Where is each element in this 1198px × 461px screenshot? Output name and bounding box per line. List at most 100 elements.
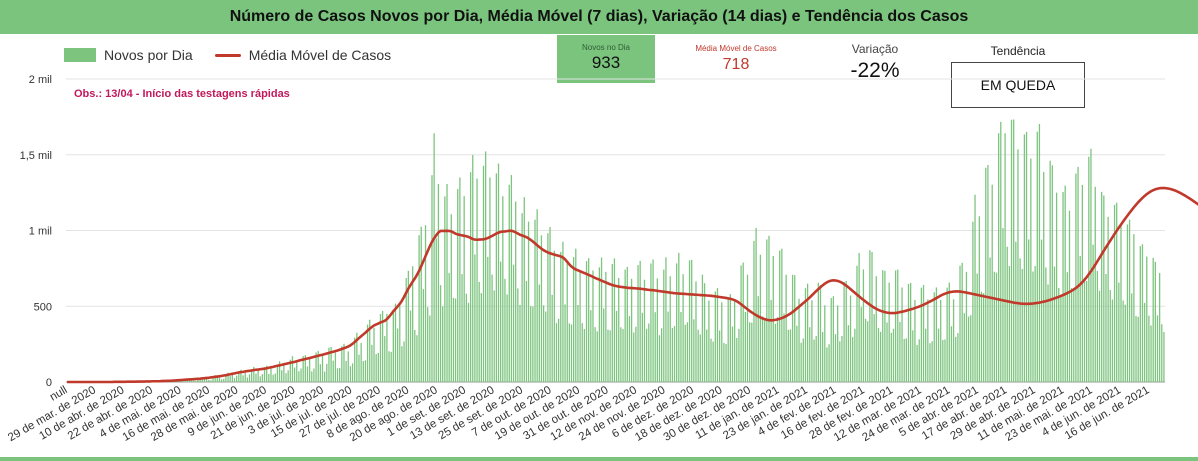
bar <box>289 359 291 382</box>
bar <box>465 293 467 382</box>
bar <box>525 280 528 382</box>
bar <box>274 373 276 382</box>
bar <box>1126 224 1129 382</box>
bar <box>261 374 264 382</box>
bar <box>1049 160 1051 382</box>
bar <box>1109 290 1111 382</box>
bar <box>469 172 472 382</box>
bar <box>869 250 871 382</box>
bar <box>946 287 948 382</box>
bar <box>733 299 736 382</box>
bar <box>369 319 371 382</box>
bar <box>457 188 459 382</box>
bar <box>982 293 985 382</box>
bar <box>832 296 835 382</box>
bar <box>212 376 214 382</box>
bar <box>459 177 461 382</box>
bar <box>304 355 306 382</box>
bar <box>718 330 721 382</box>
bar <box>1045 267 1047 382</box>
bar <box>1154 261 1156 382</box>
bar <box>450 214 452 382</box>
bar <box>686 322 689 382</box>
bar <box>744 312 747 382</box>
bar <box>575 248 577 382</box>
bar <box>699 334 701 382</box>
bar <box>527 221 530 382</box>
bar <box>272 374 274 382</box>
bar <box>439 285 442 382</box>
bar <box>828 344 830 382</box>
bar <box>345 360 347 382</box>
bar <box>291 356 294 382</box>
bar <box>950 326 953 382</box>
bar <box>594 327 596 382</box>
bar <box>944 339 946 382</box>
bar <box>549 227 551 382</box>
bar <box>721 302 723 382</box>
bar <box>931 341 933 382</box>
bar <box>736 337 738 382</box>
bar <box>877 327 880 382</box>
bar <box>937 328 940 382</box>
bar <box>613 258 616 382</box>
bar <box>246 377 249 382</box>
bar <box>1023 134 1026 382</box>
bar <box>860 307 862 382</box>
bar <box>609 330 611 382</box>
bar <box>182 380 184 382</box>
bar <box>478 281 480 382</box>
bar <box>1137 316 1139 382</box>
bar <box>225 374 227 382</box>
bar <box>691 259 693 382</box>
bar <box>963 313 965 382</box>
bar <box>710 338 712 382</box>
bar <box>753 240 755 382</box>
bar <box>746 274 749 382</box>
bar <box>761 316 764 382</box>
bar <box>729 294 731 382</box>
bar <box>785 274 787 382</box>
bar <box>635 326 637 382</box>
bar <box>1060 295 1062 382</box>
bar <box>278 361 281 382</box>
bar <box>429 315 431 382</box>
bar <box>270 368 272 382</box>
bar <box>538 284 540 382</box>
bar <box>1133 234 1135 382</box>
bar <box>798 298 800 382</box>
bar <box>1043 172 1045 382</box>
bar <box>701 274 704 382</box>
bar <box>330 347 332 382</box>
bar <box>684 324 686 382</box>
kpi-variacao-label: Variação <box>851 42 899 56</box>
legend-line-label: Média Móvel de Casos <box>248 47 392 63</box>
bar <box>311 371 313 382</box>
y-tick-label: 1 mil <box>29 226 52 238</box>
bar <box>540 235 543 382</box>
bar <box>229 375 231 382</box>
bar <box>1094 186 1096 382</box>
bar <box>1077 166 1079 382</box>
bar <box>903 338 905 382</box>
bar <box>776 317 779 382</box>
bar <box>940 299 942 382</box>
bar <box>193 378 195 382</box>
bar <box>890 332 892 382</box>
bar <box>858 253 860 382</box>
bar <box>961 262 963 382</box>
bar <box>678 252 680 382</box>
bar <box>998 133 1000 382</box>
bar <box>837 305 839 382</box>
bar <box>849 295 852 382</box>
bar <box>435 238 437 382</box>
bar <box>852 337 854 382</box>
legend-bars-swatch <box>64 48 96 62</box>
bar <box>1006 246 1008 382</box>
bar <box>654 312 656 382</box>
bar <box>1086 280 1088 382</box>
bar <box>972 221 974 382</box>
bar <box>349 366 352 382</box>
bar <box>867 321 869 382</box>
